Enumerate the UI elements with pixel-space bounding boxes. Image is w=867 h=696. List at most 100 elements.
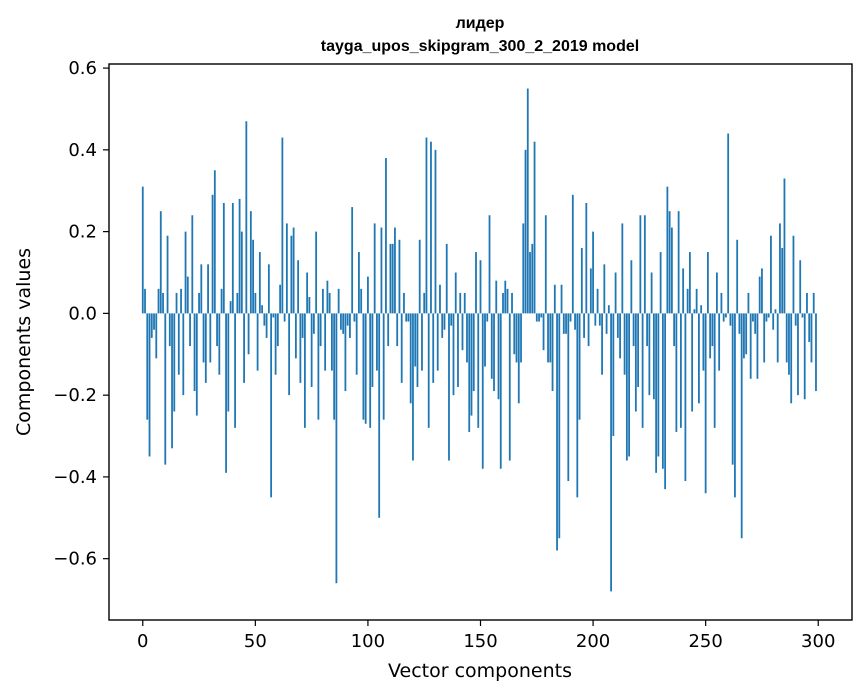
bar-18 [182, 313, 185, 396]
bar-258 [722, 313, 725, 322]
bar-273 [756, 313, 759, 379]
bar-19 [184, 231, 187, 314]
x-tick-label: 0 [137, 631, 148, 652]
bar-118 [407, 313, 410, 322]
bar-270 [749, 313, 752, 379]
bar-88 [340, 313, 342, 330]
y-tick-label: −0.2 [53, 385, 97, 406]
x-tick-label: 200 [576, 631, 610, 652]
bar-38 [227, 313, 230, 412]
bar-188 [565, 313, 567, 334]
bar-202 [596, 288, 599, 314]
bar-144 [466, 313, 468, 363]
bar-180 [547, 313, 549, 363]
bar-142 [461, 313, 464, 351]
bar-218 [632, 313, 635, 347]
plot-frame [108, 63, 853, 621]
bar-87 [337, 288, 340, 314]
y-tick-label: 0.4 [68, 140, 97, 161]
bar-290 [794, 313, 797, 326]
bar-23 [193, 313, 196, 392]
bar-37 [225, 313, 227, 473]
bar-208 [610, 313, 612, 592]
bar-278 [767, 313, 770, 318]
bar-91 [346, 313, 349, 326]
bar-252 [709, 313, 712, 359]
bar-149 [477, 313, 480, 428]
bar-224 [646, 313, 649, 347]
bar-113 [396, 313, 399, 347]
bar-283 [779, 223, 781, 314]
bar-16 [177, 313, 180, 375]
bar-61 [279, 284, 282, 314]
bar-172 [529, 252, 531, 314]
bar-223 [643, 215, 646, 314]
bar-8 [159, 211, 162, 314]
bar-44 [240, 231, 243, 314]
bar-244 [691, 313, 694, 412]
bar-165 [513, 313, 516, 355]
bar-200 [592, 231, 594, 314]
bar-67 [292, 227, 295, 314]
bar-212 [619, 313, 621, 359]
bar-7 [157, 288, 160, 314]
bar-145 [468, 313, 471, 432]
bar-50 [254, 292, 257, 314]
bar-125 [423, 292, 426, 314]
x-tick-label: 50 [244, 631, 267, 652]
bar-30 [209, 313, 212, 363]
bar-42 [236, 292, 239, 314]
bar-213 [621, 223, 624, 314]
bar-28 [204, 313, 207, 383]
chart-subtitle: tayga_upos_skipgram_300_2_2019 model [321, 38, 639, 55]
bar-231 [661, 313, 664, 469]
bar-34 [218, 313, 221, 375]
bar-127 [427, 313, 430, 428]
bar-266 [740, 313, 743, 539]
bar-128 [430, 141, 432, 314]
bar-147 [472, 313, 475, 392]
bar-96 [358, 252, 360, 314]
bar-155 [490, 313, 493, 379]
bar-70 [299, 313, 302, 383]
bar-131 [436, 313, 439, 371]
bar-204 [601, 313, 603, 375]
bar-0 [141, 186, 144, 314]
bar-184 [556, 313, 558, 551]
bar-250 [704, 313, 707, 494]
bar-246 [695, 288, 698, 314]
bar-169 [522, 223, 525, 314]
bar-133 [441, 313, 444, 338]
bar-271 [752, 313, 754, 322]
bar-279 [770, 235, 772, 314]
bar-237 [675, 313, 678, 432]
bar-162 [506, 288, 509, 314]
bar-233 [666, 186, 669, 314]
bar-3 [148, 313, 151, 457]
bar-137 [450, 313, 453, 326]
bar-1 [144, 288, 146, 314]
bar-177 [540, 313, 543, 318]
bar-158 [497, 313, 500, 400]
bar-267 [743, 313, 745, 359]
bar-132 [439, 284, 441, 314]
bar-86 [335, 313, 338, 584]
bar-13 [171, 313, 173, 449]
bar-46 [245, 121, 248, 314]
bar-247 [698, 313, 700, 404]
bar-260 [727, 133, 730, 314]
bar-83 [328, 292, 331, 314]
y-tick-label: 0.0 [68, 303, 97, 324]
bar-225 [648, 313, 651, 396]
y-tick-label: −0.6 [53, 549, 97, 570]
bar-11 [166, 235, 169, 314]
bar-298 [812, 292, 815, 314]
bar-242 [686, 288, 689, 314]
bar-108 [385, 158, 387, 314]
bar-84 [331, 313, 333, 371]
bar-189 [567, 313, 570, 481]
bar-239 [679, 313, 682, 428]
bar-220 [637, 313, 640, 387]
bar-245 [693, 309, 696, 314]
